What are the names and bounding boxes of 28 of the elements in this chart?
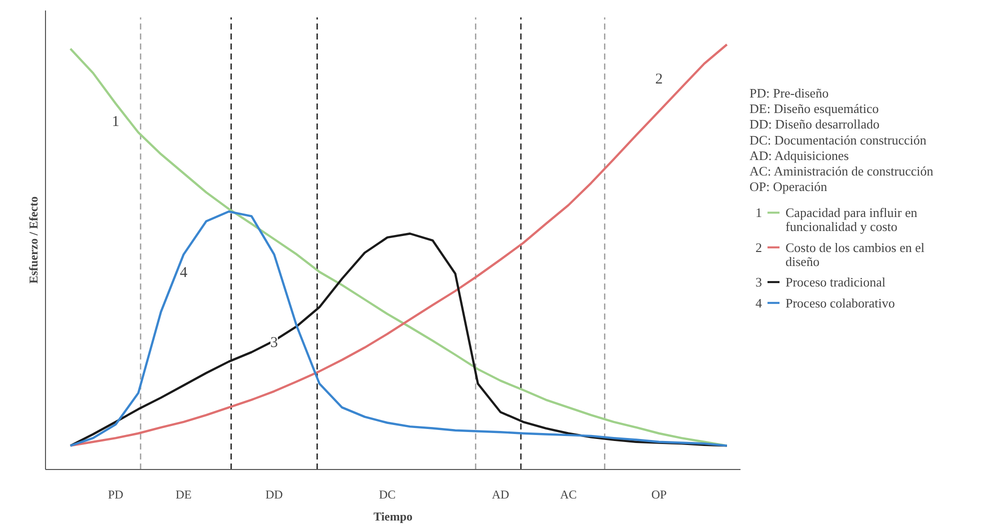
legend-label: Costo de los cambios en el diseño <box>786 240 925 269</box>
annotation: 4 <box>180 264 188 281</box>
legend-label: Proceso tradicional <box>786 274 886 290</box>
x-tick-label: OP <box>651 488 667 502</box>
text: OP: Operación <box>750 179 828 194</box>
y-axis-title: Esfuerzo / Efecto <box>26 196 40 284</box>
x-tick-label: DD <box>265 488 284 502</box>
x-tick-label: DE <box>176 488 192 502</box>
x-tick-label: DC <box>379 488 396 502</box>
text: 3 <box>756 274 762 290</box>
text: DC: Documentación construcción <box>750 132 927 148</box>
text: PD: Pre-diseño <box>750 85 829 100</box>
text: 4 <box>756 295 762 310</box>
text: DD: Diseño desarrollado <box>750 116 880 132</box>
legend-label: Proceso colaborativo <box>786 295 895 310</box>
text: 1 <box>756 205 762 220</box>
x-tick-label: PD <box>108 488 124 502</box>
text: 2 <box>756 240 762 255</box>
x-axis-title: Tiempo <box>373 510 413 524</box>
text: AC: Aministración de construcción <box>750 164 934 179</box>
x-tick-label: AC <box>560 488 577 502</box>
legend-label: Capacidad para influir en funcionalidad y costo <box>786 205 918 234</box>
annotation: 2 <box>655 72 663 88</box>
annotation: 1 <box>112 114 120 130</box>
x-tick-label: AD <box>492 488 510 502</box>
annotation: 3 <box>270 335 278 351</box>
text: AD: Adquisiciones <box>750 148 849 163</box>
text: DE: Diseño esquemático <box>750 101 879 116</box>
